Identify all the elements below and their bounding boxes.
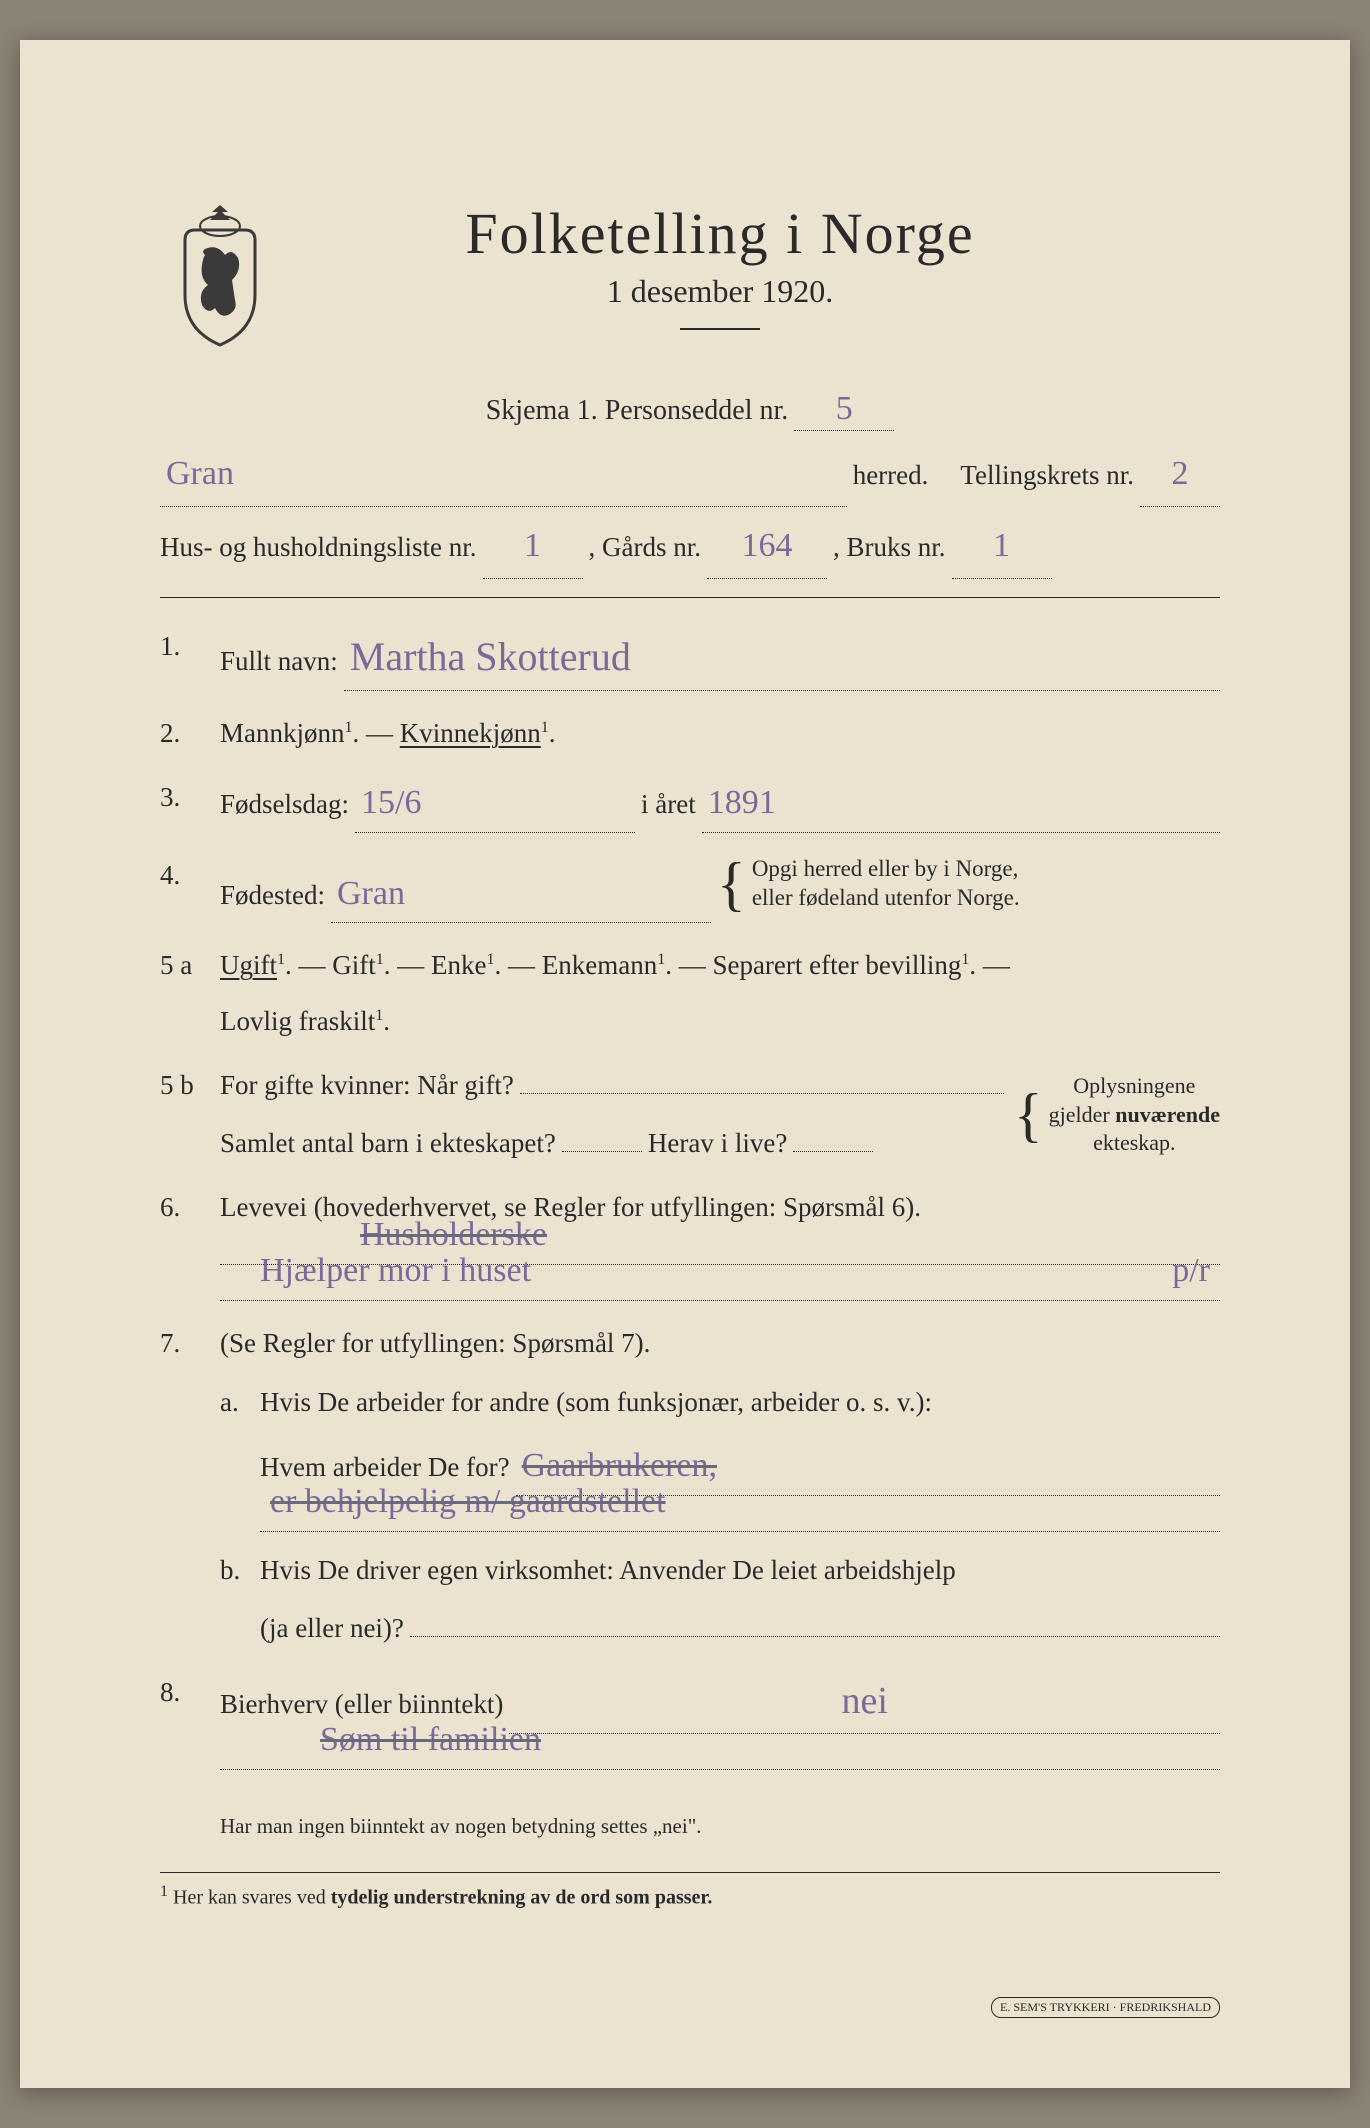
q7a-text: Hvis De arbeider for andre (som funksjon… — [260, 1387, 932, 1417]
coat-of-arms-icon — [160, 200, 280, 350]
bruks-label: , Bruks nr. — [833, 523, 946, 572]
q8-value: nei — [509, 1672, 1220, 1734]
census-form-page: Folketelling i Norge 1 desember 1920. Sk… — [20, 40, 1350, 2088]
title-rule — [680, 328, 760, 330]
husliste-label: Hus- og husholdningsliste nr. — [160, 523, 477, 572]
gards-nr: 164 — [707, 515, 827, 579]
q4: Fødested: Gran { Opgi herred eller by i … — [160, 855, 1220, 923]
q6-label: Levevei (hovederhvervet, se Regler for u… — [220, 1192, 921, 1222]
q5b: For gifte kvinner: Når gift? Samlet anta… — [160, 1065, 1220, 1165]
footnote: 1 Her kan svares ved tydelig understrekn… — [160, 1883, 1220, 1910]
q7b-text2: (ja eller nei)? — [260, 1608, 404, 1650]
gards-label: , Gårds nr. — [589, 523, 701, 572]
document-date: 1 desember 1920. — [320, 273, 1120, 310]
herred-value: Gran — [160, 443, 847, 507]
q7-label: (Se Regler for utfyllingen: Spørsmål 7). — [220, 1328, 650, 1358]
brace-icon: { — [1014, 1097, 1043, 1133]
q5b-aside-c: ekteskap. — [1093, 1130, 1175, 1155]
q2: Mannkjønn1. — Kvinnekjønn1. — [160, 713, 1220, 755]
q2-female: Kvinnekjønn — [400, 718, 541, 748]
husliste-nr: 1 — [483, 515, 583, 579]
printer-stamp: E. SEM'S TRYKKERI · FREDRIKSHALD — [991, 1997, 1220, 2018]
q5b-line2b: Herav i live? — [648, 1123, 787, 1165]
personseddel-nr: 5 — [794, 390, 894, 431]
q5a: Ugift1. — Gift1. — Enke1. — Enkemann1. —… — [160, 945, 1220, 1043]
q7: (Se Regler for utfyllingen: Spørsmål 7).… — [160, 1323, 1220, 1650]
q6: Levevei (hovederhvervet, se Regler for u… — [160, 1187, 1220, 1301]
q3-year: 1891 — [702, 777, 1220, 833]
q5a-gift: Gift — [332, 950, 376, 980]
q1-label: Fullt navn: — [220, 641, 338, 683]
q4-label: Fødested: — [220, 875, 325, 917]
q3-day: 15/6 — [355, 777, 635, 833]
footnote-rule — [160, 1872, 1220, 1873]
q5a-enkemann: Enkemann — [542, 950, 657, 980]
q8-line2: Søm til familien — [220, 1740, 1220, 1770]
q4-aside-b: eller fødeland utenfor Norge. — [752, 885, 1020, 910]
question-list: Fullt navn: Martha Skotterud Mannkjønn1.… — [160, 626, 1220, 1842]
tellingskrets-label: Tellingskrets nr. — [960, 451, 1134, 500]
q7b-text1: Hvis De driver egen virksomhet: Anvender… — [260, 1555, 956, 1585]
q8-note: Har man ingen biinntekt av nogen betydni… — [220, 1810, 1220, 1843]
title-block: Folketelling i Norge 1 desember 1920. — [320, 200, 1220, 330]
q5b-aside-b: gjelder nuværende — [1049, 1102, 1220, 1127]
q5a-ugift: Ugift — [220, 950, 277, 980]
q5b-live — [793, 1149, 873, 1152]
q6-line2: Hjælper mor i huset p/r — [220, 1271, 1220, 1301]
header: Folketelling i Norge 1 desember 1920. — [160, 200, 1220, 350]
brace-icon: { — [717, 866, 746, 902]
q5b-naar-gift — [520, 1091, 1004, 1094]
q7a-line2: er behjelpelig m/ gaardstellet — [260, 1502, 1220, 1532]
q5b-barn — [562, 1149, 642, 1152]
tellingskrets-nr: 2 — [1140, 443, 1220, 507]
herred-row: Gran herred. Tellingskrets nr. 2 — [160, 443, 1220, 507]
q4-value: Gran — [331, 868, 711, 924]
q7a: a. Hvis De arbeider for andre (som funks… — [220, 1382, 1220, 1532]
q7b: b. Hvis De driver egen virksomhet: Anven… — [220, 1550, 1220, 1650]
q1-value: Martha Skotterud — [344, 626, 1220, 691]
husliste-row: Hus- og husholdningsliste nr. 1 , Gårds … — [160, 515, 1220, 579]
q4-aside-a: Opgi herred eller by i Norge, — [752, 856, 1019, 881]
q5a-separert: Separert efter bevilling — [712, 950, 961, 980]
herred-label: herred. — [853, 451, 929, 500]
document-title: Folketelling i Norge — [320, 200, 1120, 267]
personseddel-label: Skjema 1. Personseddel nr. — [486, 395, 789, 427]
q5b-line2a: Samlet antal barn i ekteskapet? — [220, 1123, 556, 1165]
q3-label-b: i året — [641, 784, 696, 826]
q8: Bierhverv (eller biinntekt) nei Søm til … — [160, 1672, 1220, 1842]
q5b-line1: For gifte kvinner: Når gift? — [220, 1065, 514, 1107]
q5b-aside-a: Oplysningene — [1073, 1073, 1195, 1098]
q1: Fullt navn: Martha Skotterud — [160, 626, 1220, 691]
bruks-nr: 1 — [952, 515, 1052, 579]
q7b-value — [410, 1634, 1220, 1637]
q5a-enke: Enke — [431, 950, 486, 980]
divider — [160, 597, 1220, 598]
q3-label-a: Fødselsdag: — [220, 784, 349, 826]
q3: Fødselsdag: 15/6 i året 1891 — [160, 777, 1220, 833]
q2-male: Mannkjønn — [220, 718, 345, 748]
q5a-fraskilt: Lovlig fraskilt — [220, 1006, 375, 1036]
personseddel-row: Skjema 1. Personseddel nr. 5 — [160, 390, 1220, 431]
